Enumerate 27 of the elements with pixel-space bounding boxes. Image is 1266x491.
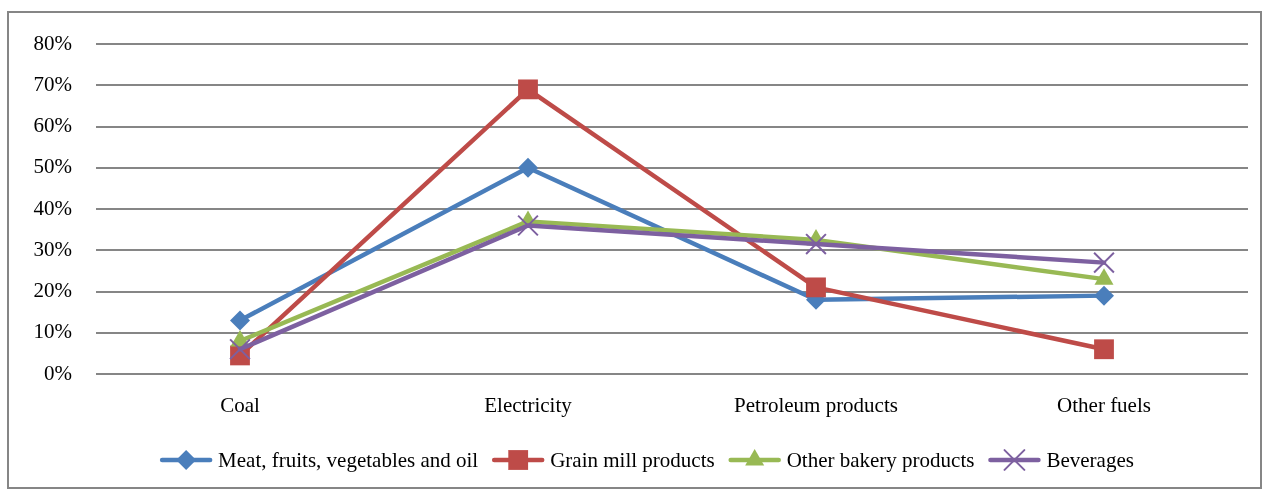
y-tick-label: 70%: [33, 71, 72, 96]
x-tick-label: Petroleum products: [734, 393, 898, 418]
y-tick-label: 30%: [33, 236, 72, 261]
y-tick-label: 40%: [33, 195, 72, 220]
x-tick-label: Other fuels: [1057, 393, 1151, 418]
point: [1093, 251, 1115, 274]
point: [229, 338, 251, 361]
point: [230, 310, 250, 331]
point: [1094, 285, 1114, 306]
y-tick-label: 80%: [33, 30, 72, 55]
y-tick-label: 10%: [33, 319, 72, 344]
point: [805, 233, 827, 255]
legend-label: Other bakery products: [786, 447, 975, 472]
point: [518, 79, 538, 100]
legend-label: Meat, fruits, vegetables and oil: [218, 447, 479, 472]
legend-label: Beverages: [1046, 447, 1134, 472]
y-tick-label: 0%: [44, 360, 72, 385]
point: [517, 214, 539, 237]
x-tick-label: Electricity: [484, 393, 573, 418]
point: [518, 157, 538, 178]
legend-label: Grain mill products: [550, 447, 715, 472]
y-tick-label: 60%: [33, 113, 72, 138]
point: [1094, 339, 1114, 360]
x-tick-label: Coal: [220, 393, 260, 418]
point: [806, 277, 826, 298]
y-tick-label: 20%: [33, 278, 72, 303]
y-tick-label: 50%: [33, 154, 72, 179]
